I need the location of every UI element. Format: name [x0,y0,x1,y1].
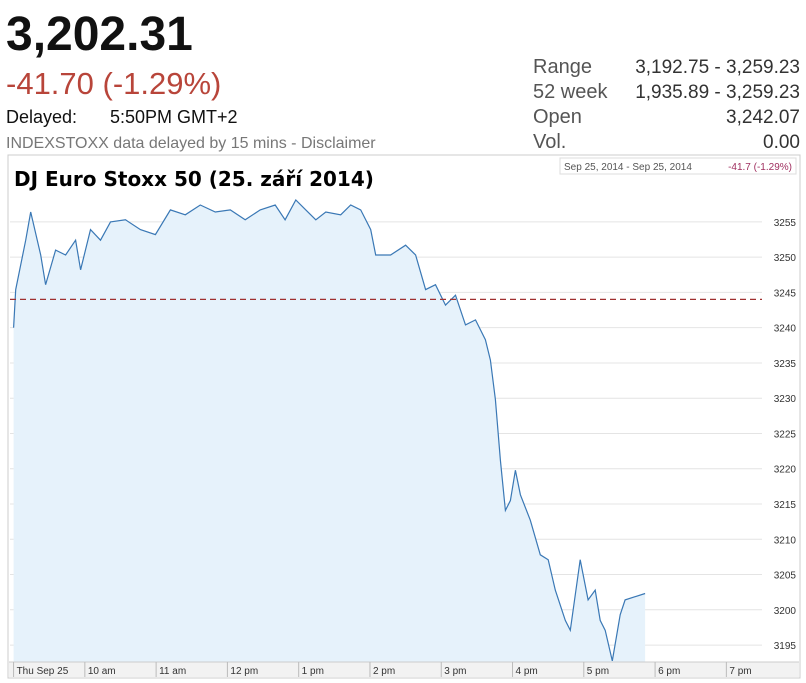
area-fill [13,200,646,662]
price-change: -41.70 (-1.29%) [6,66,221,101]
stat-value: 3,242.07 [726,107,800,128]
stat-value: 1,935.89 - 3,259.23 [635,82,800,103]
price-line [13,199,646,662]
y-tick-label: 3205 [774,571,797,582]
chart-title: DJ Euro Stoxx 50 (25. září 2014) [14,167,374,191]
x-tick-label: 5 pm [587,666,609,677]
x-tick-label: 12 pm [230,666,258,677]
stat-label: Vol. [533,131,566,153]
y-tick-label: 3225 [774,429,797,440]
x-tick-label: 11 am [159,666,186,677]
stats: Range 3,192.75 - 3,259.23 52 week 1,935.89 … [533,56,800,153]
legend-change: -41.7 (-1.29%) [728,162,792,173]
y-tick-label: 3200 [774,606,797,617]
x-tick-label: Thu Sep 25 [17,666,69,677]
y-tick-label: 3235 [774,359,797,370]
y-tick-label: 3195 [774,641,797,652]
x-axis-band [9,662,799,677]
stat-value: 3,192.75 - 3,259.23 [635,57,800,78]
y-tick-label: 3250 [774,253,797,264]
y-tick-label: 3245 [774,288,797,299]
stat-label: Range [533,56,592,78]
plot: 3195 3200 3205 3210 3215 3220 3225 3230 3235 3240… [9,199,799,677]
y-tick-label: 3230 [774,394,797,405]
x-tick-label: 4 pm [516,666,538,677]
delayed-time: 5:50PM GMT+2 [110,107,238,127]
x-tick-label: 7 pm [729,666,751,677]
y-tick-label: 3215 [774,500,797,511]
stat-label: 52 week [533,81,608,103]
stat-label: Open [533,106,582,128]
data-note: INDEXSTOXX data delayed by 15 mins - Dis… [6,135,376,152]
x-tick-label: 10 am [88,666,116,677]
legend-range: Sep 25, 2014 - Sep 25, 2014 [564,162,692,173]
x-tick-label: 3 pm [444,666,466,677]
y-tick-label: 3210 [774,535,797,546]
y-tick-label: 3220 [774,465,797,476]
x-tick-label: 1 pm [302,666,324,677]
price: 3,202.31 [6,8,193,61]
stat-value: 0.00 [763,132,800,153]
delayed-label: Delayed: [6,107,77,127]
legend-box [559,157,797,175]
x-tick-label: 6 pm [658,666,680,677]
y-tick-label: 3255 [774,218,797,229]
x-tick-label: 2 pm [373,666,395,677]
y-tick-label: 3240 [774,324,797,335]
